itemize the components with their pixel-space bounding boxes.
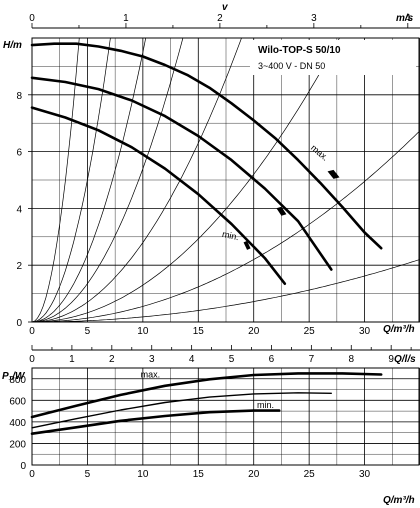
- bottom-y-tick-label: 200: [9, 439, 26, 450]
- bottom-y-tick-label: 800: [9, 375, 26, 386]
- flow-ls-tick-label: 6: [269, 354, 275, 365]
- system-curve: [32, 37, 242, 323]
- label-max-bottom: max.: [141, 370, 161, 380]
- velocity-tick-label: 4: [405, 13, 411, 24]
- bottom-x-tick-label: 5: [85, 469, 91, 480]
- top-y-tick-label: 8: [16, 91, 22, 102]
- velocity-tick-label: 0: [29, 13, 35, 24]
- power-curve-mid: [31, 392, 332, 429]
- y-axis-label-head: H/m: [3, 40, 22, 51]
- top-x-tick-label: 5: [85, 326, 91, 337]
- system-curve: [32, 37, 340, 323]
- chart-title: Wilo-TOP-S 50/10: [258, 45, 341, 56]
- label-min-bottom: min.: [257, 400, 274, 410]
- bottom-x-tick-label: 30: [359, 469, 371, 480]
- flow-ls-tick-label: 3: [149, 354, 155, 365]
- chart-subtitle: 3~400 V - DN 50: [258, 61, 325, 71]
- top-axis-unit-ms: m/s: [396, 13, 414, 24]
- system-curve: [31, 37, 147, 323]
- top-x-tick-label: 0: [29, 326, 35, 337]
- velocity-tick-label: 2: [217, 13, 223, 24]
- flow-ls-tick-label: 1: [69, 354, 75, 365]
- flow-ls-tick-label: 2: [109, 354, 115, 365]
- label-max-top: max.: [309, 143, 330, 163]
- bottom-x-tick-label: 10: [137, 469, 149, 480]
- system-curve: [31, 37, 111, 323]
- bottom-x-tick-label: 0: [29, 469, 35, 480]
- top-axis-unit-ls: Q/l/s: [394, 354, 416, 365]
- flow-ls-tick-label: 4: [189, 354, 195, 365]
- bottom-x-tick-label: 25: [304, 469, 316, 480]
- top-y-tick-label: 6: [16, 148, 22, 159]
- top-x-tick-label: 25: [304, 326, 316, 337]
- top-y-tick-label: 2: [16, 261, 22, 272]
- bottom-x-tick-label: 15: [193, 469, 205, 480]
- bottom-y-tick-label: 400: [9, 418, 26, 429]
- system-curve: [31, 37, 80, 323]
- system-curve: [32, 130, 420, 323]
- optimum-marker-mid: [276, 206, 287, 216]
- label-min-top: min.: [221, 229, 240, 242]
- grid-layer: [28, 23, 420, 466]
- power-curve-min: [30, 409, 281, 435]
- top-y-tick-label: 4: [16, 204, 22, 215]
- head-curve-max: [30, 42, 383, 250]
- x-axis-label-flow-bottom: Q/m³/h: [383, 495, 415, 506]
- x-axis-label-flow-top: Q/m³/h: [383, 324, 415, 335]
- optimum-marker-min: [243, 240, 251, 250]
- head-curve-min: [30, 106, 287, 285]
- y-axis-label-power: P₁/W: [2, 371, 26, 382]
- velocity-tick-label: 1: [123, 13, 129, 24]
- flow-ls-tick-label: 5: [229, 354, 235, 365]
- head-curve-mid: [30, 76, 333, 271]
- top-x-tick-label: 20: [248, 326, 260, 337]
- power-curve-max: [30, 372, 383, 419]
- top-x-tick-label: 30: [359, 326, 371, 337]
- flow-ls-tick-label: 0: [29, 354, 35, 365]
- optimum-marker-max: [327, 169, 340, 179]
- velocity-tick-label: 3: [311, 13, 317, 24]
- flow-ls-tick-label: 9: [388, 354, 394, 365]
- flow-ls-tick-label: 8: [348, 354, 354, 365]
- bottom-y-tick-label: 600: [9, 396, 26, 407]
- top-axis-label-v: v: [222, 2, 229, 13]
- system-curve: [32, 259, 420, 323]
- top-x-tick-label: 15: [193, 326, 205, 337]
- top-y-tick-label: 0: [16, 318, 22, 329]
- bottom-x-tick-label: 20: [248, 469, 260, 480]
- bottom-y-tick-label: 0: [20, 461, 26, 472]
- curves-layer: [30, 37, 420, 435]
- text-layer: Wilo-TOP-S 50/10 3~400 V - DN 50 v m/s H…: [2, 2, 416, 506]
- title-box: [250, 40, 416, 75]
- flow-ls-tick-label: 7: [309, 354, 315, 365]
- top-x-tick-label: 10: [137, 326, 149, 337]
- system-curve: [31, 37, 184, 323]
